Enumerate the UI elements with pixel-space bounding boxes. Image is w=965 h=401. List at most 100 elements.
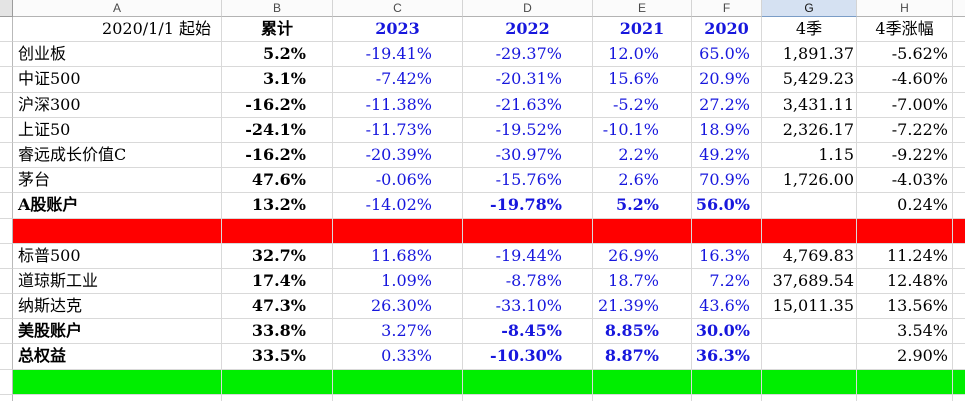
cell-e1-header[interactable]: 2021 bbox=[593, 17, 692, 43]
cell-c15[interactable] bbox=[333, 369, 463, 395]
cell-h6[interactable]: -9.22% bbox=[857, 142, 953, 169]
cell-h14[interactable]: 2.90% bbox=[857, 344, 953, 370]
cell-b11[interactable]: 17.4% bbox=[222, 268, 333, 295]
cell-c6[interactable]: -20.39% bbox=[333, 142, 463, 169]
cell-e4[interactable]: -5.2% bbox=[593, 92, 692, 118]
cell-h15[interactable] bbox=[857, 369, 953, 395]
cell-c14[interactable]: 0.33% bbox=[333, 344, 463, 370]
cell-c16[interactable] bbox=[333, 394, 463, 401]
cell-e14[interactable]: 8.87% bbox=[593, 344, 692, 370]
cell-b7[interactable]: 47.6% bbox=[222, 168, 333, 194]
cell-f9[interactable] bbox=[692, 218, 762, 244]
cell-a1-header[interactable]: 2020/1/1 起始 bbox=[13, 17, 222, 43]
cell-d2[interactable]: -29.37% bbox=[463, 42, 593, 68]
cell-g1-header[interactable]: 4季 bbox=[762, 17, 857, 43]
cell-filler[interactable] bbox=[953, 67, 965, 93]
cell-b3[interactable]: 3.1% bbox=[222, 67, 333, 93]
row-header[interactable] bbox=[0, 17, 13, 43]
cell-filler[interactable] bbox=[953, 319, 965, 345]
cell-filler[interactable] bbox=[953, 168, 965, 194]
cell-a16[interactable] bbox=[13, 394, 222, 401]
cell-f14[interactable]: 36.3% bbox=[692, 344, 762, 370]
cell-g11[interactable]: 37,689.54 bbox=[762, 268, 857, 295]
cell-g14[interactable] bbox=[762, 344, 857, 370]
cell-h16[interactable] bbox=[857, 394, 953, 401]
cell-filler[interactable] bbox=[953, 294, 965, 320]
cell-e16[interactable] bbox=[593, 394, 692, 401]
cell-f16[interactable] bbox=[692, 394, 762, 401]
cell-e2[interactable]: 12.0% bbox=[593, 42, 692, 68]
cell-e9[interactable] bbox=[593, 218, 692, 244]
cell-c12[interactable]: 26.30% bbox=[333, 294, 463, 320]
cell-d3[interactable]: -20.31% bbox=[463, 67, 593, 93]
cell-b10[interactable]: 32.7% bbox=[222, 243, 333, 269]
cell-b16[interactable] bbox=[222, 394, 333, 401]
select-all-corner[interactable] bbox=[0, 0, 13, 17]
cell-h8[interactable]: 0.24% bbox=[857, 193, 953, 219]
cell-d16[interactable] bbox=[463, 394, 593, 401]
row-header[interactable] bbox=[0, 218, 13, 244]
cell-b13[interactable]: 33.8% bbox=[222, 319, 333, 345]
cell-b8[interactable]: 13.2% bbox=[222, 193, 333, 219]
cell-a9[interactable] bbox=[13, 218, 222, 244]
cell-g2[interactable]: 1,891.37 bbox=[762, 42, 857, 68]
cell-b14[interactable]: 33.5% bbox=[222, 344, 333, 370]
cell-d12[interactable]: -33.10% bbox=[463, 294, 593, 320]
cell-g16[interactable] bbox=[762, 394, 857, 401]
cell-f2[interactable]: 65.0% bbox=[692, 42, 762, 68]
cell-d11[interactable]: -8.78% bbox=[463, 268, 593, 295]
cell-g3[interactable]: 5,429.23 bbox=[762, 67, 857, 93]
row-label-cell-a3[interactable]: 中证500 bbox=[13, 67, 222, 93]
cell-f5[interactable]: 18.9% bbox=[692, 117, 762, 143]
cell-h1-header[interactable]: 4季涨幅 bbox=[857, 17, 953, 43]
cell-e3[interactable]: 15.6% bbox=[593, 67, 692, 93]
column-header-d[interactable]: D bbox=[463, 0, 593, 17]
cell-g15[interactable] bbox=[762, 369, 857, 395]
cell-c2[interactable]: -19.41% bbox=[333, 42, 463, 68]
cell-e12[interactable]: 21.39% bbox=[593, 294, 692, 320]
cell-c11[interactable]: 1.09% bbox=[333, 268, 463, 295]
cell-d8[interactable]: -19.78% bbox=[463, 193, 593, 219]
cell-filler[interactable] bbox=[953, 42, 965, 68]
row-header[interactable] bbox=[0, 369, 13, 395]
cell-d15[interactable] bbox=[463, 369, 593, 395]
cell-e6[interactable]: 2.2% bbox=[593, 142, 692, 169]
cell-c3[interactable]: -7.42% bbox=[333, 67, 463, 93]
cell-f7[interactable]: 70.9% bbox=[692, 168, 762, 194]
cell-e5[interactable]: -10.1% bbox=[593, 117, 692, 143]
cell-h13[interactable]: 3.54% bbox=[857, 319, 953, 345]
row-label-cell-a8[interactable]: A股账户 bbox=[13, 193, 222, 219]
cell-c7[interactable]: -0.06% bbox=[333, 168, 463, 194]
column-header-h[interactable]: H bbox=[857, 0, 953, 17]
cell-f3[interactable]: 20.9% bbox=[692, 67, 762, 93]
cell-h2[interactable]: -5.62% bbox=[857, 42, 953, 68]
row-header[interactable] bbox=[0, 117, 13, 143]
cell-f4[interactable]: 27.2% bbox=[692, 92, 762, 118]
cell-filler[interactable] bbox=[953, 17, 965, 43]
cell-d13[interactable]: -8.45% bbox=[463, 319, 593, 345]
cell-g4[interactable]: 3,431.11 bbox=[762, 92, 857, 118]
row-header[interactable] bbox=[0, 142, 13, 169]
row-label-cell-a2[interactable]: 创业板 bbox=[13, 42, 222, 68]
cell-e10[interactable]: 26.9% bbox=[593, 243, 692, 269]
column-header-a[interactable]: A bbox=[13, 0, 222, 17]
row-header[interactable] bbox=[0, 243, 13, 269]
cell-filler[interactable] bbox=[953, 344, 965, 370]
row-label-cell-a7[interactable]: 茅台 bbox=[13, 168, 222, 194]
cell-b1-header[interactable]: 累计 bbox=[222, 17, 333, 43]
row-header[interactable] bbox=[0, 193, 13, 219]
cell-c9[interactable] bbox=[333, 218, 463, 244]
cell-g8[interactable] bbox=[762, 193, 857, 219]
cell-d9[interactable] bbox=[463, 218, 593, 244]
cell-filler[interactable] bbox=[953, 395, 965, 401]
cell-filler[interactable] bbox=[953, 193, 965, 219]
cell-c5[interactable]: -11.73% bbox=[333, 117, 463, 143]
row-label-cell-a12[interactable]: 纳斯达克 bbox=[13, 294, 222, 320]
cell-e7[interactable]: 2.6% bbox=[593, 168, 692, 194]
cell-f10[interactable]: 16.3% bbox=[692, 243, 762, 269]
cell-e13[interactable]: 8.85% bbox=[593, 319, 692, 345]
cell-filler[interactable] bbox=[953, 269, 965, 295]
cell-d1-header[interactable]: 2022 bbox=[463, 17, 593, 43]
cell-g5[interactable]: 2,326.17 bbox=[762, 117, 857, 143]
cell-h5[interactable]: -7.22% bbox=[857, 117, 953, 143]
